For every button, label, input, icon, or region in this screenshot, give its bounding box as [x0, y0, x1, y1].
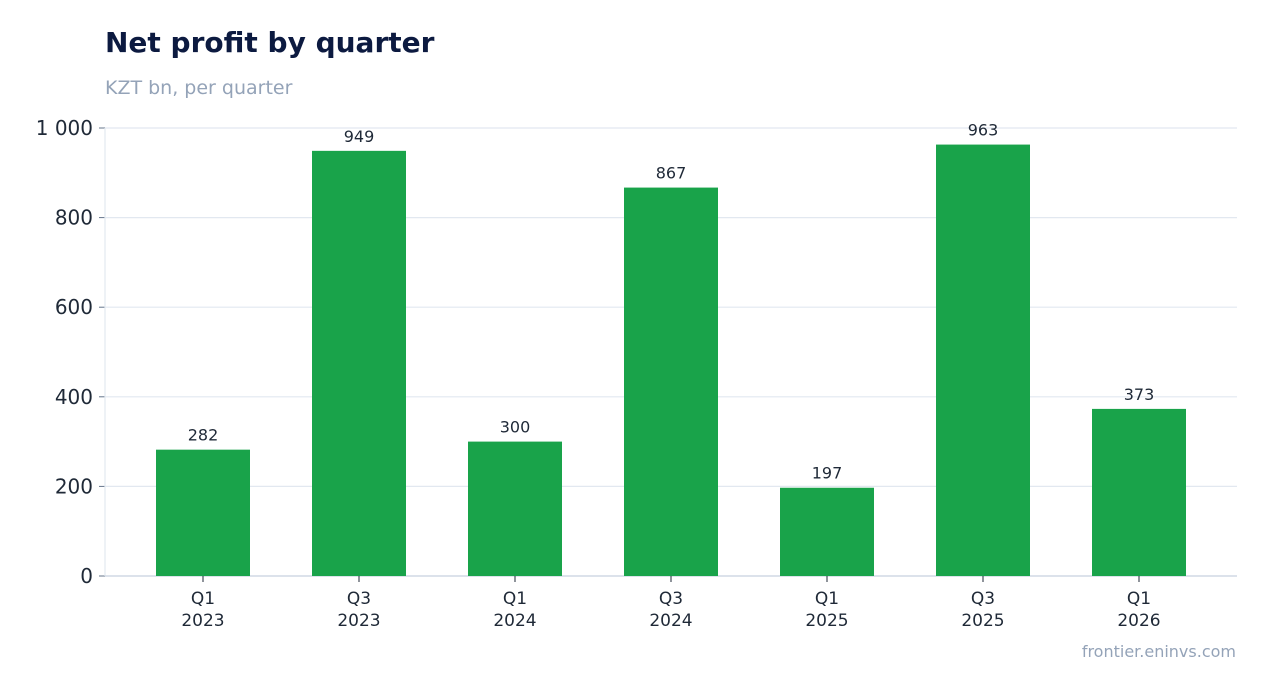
bar-value-label: 197: [812, 464, 843, 483]
x-tick-label-quarter: Q1: [1127, 589, 1151, 609]
bar[interactable]: [1092, 408, 1186, 576]
bar-value-label: 963: [968, 121, 999, 140]
y-tick-label: 800: [55, 206, 93, 230]
x-tick-label-year: 2026: [1117, 611, 1160, 631]
chart-title: Net profit by quarter: [105, 26, 435, 59]
source-link[interactable]: frontier.eninvs.com: [1081, 642, 1236, 661]
x-tick-label-quarter: Q3: [347, 589, 371, 609]
y-tick-label: 400: [55, 385, 93, 409]
bar-value-label: 867: [656, 164, 687, 183]
bar[interactable]: [312, 150, 406, 576]
bar[interactable]: [468, 441, 562, 576]
bar-value-label: 300: [500, 418, 531, 437]
y-tick-label: 600: [55, 295, 93, 319]
x-tick-label-year: 2024: [649, 611, 692, 631]
y-tick-label: 0: [80, 564, 93, 588]
y-tick-label: 1 000: [36, 116, 93, 140]
y-tick-label: 200: [55, 474, 93, 498]
bar[interactable]: [624, 187, 718, 577]
bar-value-label: 373: [1124, 385, 1155, 404]
bar[interactable]: [780, 487, 874, 576]
x-tick-label-year: 2023: [181, 611, 224, 631]
bars: [156, 144, 1186, 577]
x-tick-label-quarter: Q1: [815, 589, 839, 609]
x-tick-label-quarter: Q3: [659, 589, 683, 609]
x-tick-label-quarter: Q1: [191, 589, 215, 609]
chart-subtitle: KZT bn, per quarter: [105, 77, 293, 99]
x-tick-label-year: 2023: [337, 611, 380, 631]
bar[interactable]: [936, 144, 1030, 577]
x-tick-label-quarter: Q3: [971, 589, 995, 609]
x-tick-label-year: 2025: [805, 611, 848, 631]
bar[interactable]: [156, 449, 250, 576]
bar-value-label: 282: [188, 426, 219, 445]
bar-value-label: 949: [344, 127, 375, 146]
x-tick-label-quarter: Q1: [503, 589, 527, 609]
x-tick-label-year: 2024: [493, 611, 536, 631]
x-tick-label-year: 2025: [961, 611, 1004, 631]
